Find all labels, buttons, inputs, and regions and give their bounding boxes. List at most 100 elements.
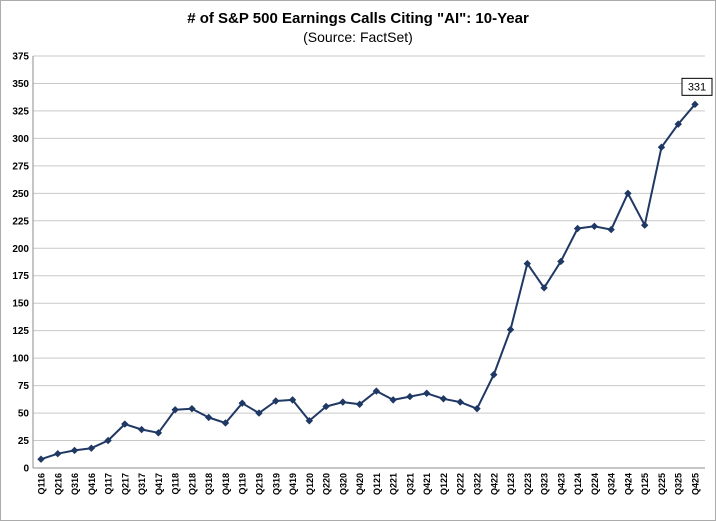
x-tick-label: Q320 (338, 473, 348, 495)
data-point-marker (439, 395, 448, 403)
data-point-marker (523, 259, 532, 268)
x-tick-label: Q317 (137, 473, 147, 495)
data-point-marker (389, 396, 397, 404)
data-point-marker (104, 436, 112, 445)
chart-line (40, 103, 696, 461)
y-tick-label: 0 (23, 464, 29, 475)
x-tick-label: Q423 (556, 473, 566, 495)
x-tick-label: Q318 (204, 473, 214, 495)
x-tick-label: Q222 (456, 473, 466, 495)
x-tick-label: Q124 (573, 473, 583, 495)
data-point-marker (70, 446, 79, 455)
x-tick-label: Q219 (255, 473, 265, 495)
x-tick-label: Q424 (623, 473, 633, 495)
x-tick-label: Q319 (271, 473, 281, 495)
x-tick-label: Q321 (405, 473, 415, 495)
x-tick-label: Q223 (523, 473, 533, 495)
chart-title-block: # of S&P 500 Earnings Calls Citing "AI":… (1, 1, 715, 46)
data-point-marker (422, 389, 431, 397)
x-tick-label: Q422 (489, 473, 499, 495)
data-point-marker (473, 404, 481, 413)
chart-title: # of S&P 500 Earnings Calls Citing "AI":… (187, 10, 529, 27)
x-tick-label: Q316 (70, 473, 80, 495)
x-tick-label: Q218 (187, 473, 197, 495)
data-point-marker (238, 399, 246, 407)
y-tick-label: 350 (12, 79, 29, 90)
x-tick-label: Q217 (120, 473, 130, 495)
x-tick-label: Q416 (87, 473, 97, 495)
data-label-text: 331 (688, 81, 706, 93)
data-point-marker (305, 417, 314, 425)
x-tick-label: Q121 (372, 473, 382, 495)
data-point-marker (171, 406, 179, 414)
data-point-marker (573, 224, 582, 233)
x-tick-label: Q123 (506, 473, 516, 495)
data-point-marker (691, 100, 699, 109)
x-tick-label: Q322 (473, 473, 483, 495)
data-point-marker (204, 413, 213, 422)
data-point-marker (557, 257, 565, 266)
chart-svg: 0 25 50 75 100 125 150 175 200 225 250 275 300 325 350… (12, 52, 713, 495)
x-tick-label: Q225 (657, 473, 667, 495)
data-point-marker (657, 143, 666, 151)
data-point-marker (590, 222, 599, 231)
data-point-marker (255, 409, 263, 417)
x-tick-label: Q119 (238, 473, 248, 495)
x-tick-label: Q325 (674, 473, 684, 495)
x-tick-label: Q120 (305, 473, 315, 495)
y-tick-label: 225 (12, 216, 29, 227)
data-point-marker (406, 392, 414, 401)
data-label-box (681, 77, 713, 96)
y-tick-label: 125 (12, 326, 29, 337)
y-tick-label: 325 (12, 106, 29, 117)
x-tick-label: Q216 (53, 473, 63, 495)
data-point-marker (188, 404, 196, 413)
x-tick-label: Q116 (37, 473, 47, 495)
x-tick-label: Q421 (422, 473, 432, 495)
chart-subtitle: (Source: FactSet) (303, 29, 413, 45)
x-tick-label: Q417 (154, 473, 164, 495)
data-point-marker (37, 455, 45, 463)
y-tick-label: 150 (12, 299, 29, 310)
x-tick-label: Q125 (640, 473, 650, 495)
x-tick-label: Q224 (590, 473, 600, 495)
y-tick-label: 200 (12, 244, 29, 255)
x-tick-label: Q117 (104, 473, 114, 495)
y-tick-label: 50 (18, 409, 30, 420)
data-point-marker (322, 402, 330, 411)
data-point-marker (288, 396, 297, 404)
data-point-marker (607, 225, 615, 234)
y-tick-label: 100 (12, 354, 29, 365)
data-point-marker (540, 284, 548, 292)
x-tick-label: Q324 (607, 473, 617, 495)
y-tick-label: 175 (12, 271, 29, 282)
y-tick-label: 300 (12, 134, 29, 145)
x-tick-label: Q221 (389, 473, 399, 495)
data-point-marker (339, 398, 347, 406)
y-tick-label: 250 (12, 189, 29, 200)
x-tick-label: Q419 (288, 473, 298, 495)
data-point-marker (355, 400, 364, 408)
data-point-marker (490, 370, 498, 379)
data-point-marker (624, 189, 632, 198)
data-point-marker (137, 425, 146, 434)
x-tick-label: Q220 (322, 473, 332, 495)
x-tick-label: Q122 (439, 473, 449, 495)
x-tick-label: Q425 (691, 473, 701, 495)
data-point-marker (154, 429, 163, 437)
data-point-marker (640, 221, 649, 229)
data-point-marker (221, 419, 230, 427)
y-tick-label: 75 (18, 381, 30, 392)
data-point-marker (674, 120, 682, 128)
y-tick-label: 275 (12, 161, 29, 172)
x-tick-label: Q418 (221, 473, 231, 495)
data-point-marker (372, 387, 381, 395)
data-point-marker (87, 444, 96, 452)
data-point-marker (506, 325, 515, 334)
x-tick-label: Q118 (171, 473, 181, 495)
y-tick-label: 25 (18, 436, 30, 447)
data-point-marker (272, 397, 280, 405)
data-point-marker (54, 450, 62, 458)
x-tick-label: Q323 (540, 473, 550, 495)
